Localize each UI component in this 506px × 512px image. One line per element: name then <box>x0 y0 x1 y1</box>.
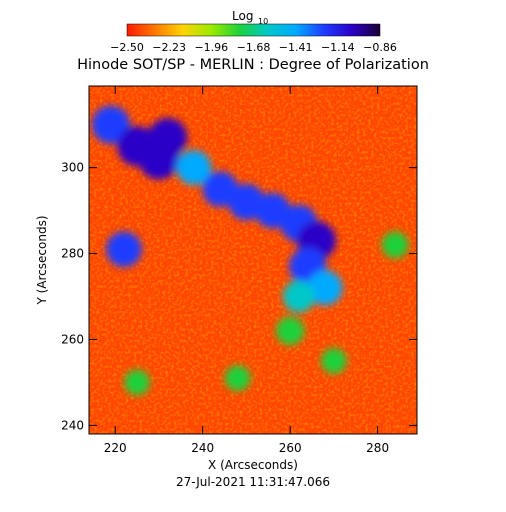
colorbar-label: Log <box>232 9 253 23</box>
heatmap-blob <box>91 105 130 144</box>
heatmap-blob <box>307 270 343 306</box>
y-tick-label: 260 <box>61 332 84 346</box>
heatmap-blob <box>282 280 315 313</box>
heatmap-blob <box>381 231 409 259</box>
heatmap-blob <box>321 348 347 374</box>
colorbar-tick-label: −2.23 <box>152 41 186 54</box>
plot-frame <box>88 85 418 435</box>
heatmap-area <box>89 86 417 434</box>
x-tick-label: 220 <box>104 441 127 455</box>
heatmap-regions <box>91 105 409 396</box>
x-tick-label: 260 <box>279 441 302 455</box>
colorbar-tick-label: −1.41 <box>279 41 313 54</box>
colorbar-tick-label: −1.14 <box>321 41 355 54</box>
y-axis-label: Y (Arcseconds) <box>35 215 49 305</box>
colorbar-gradient <box>126 23 381 37</box>
colorbar-tick-label: −0.86 <box>363 41 397 54</box>
x-axis-label: X (Arcseconds) <box>208 458 298 472</box>
colorbar-tick-labels: −2.50 −2.23 −1.96 −1.68 −1.41 −1.14 −0.86 <box>110 41 397 54</box>
heatmap-blob <box>106 231 142 268</box>
y-tick-label: 300 <box>61 161 84 175</box>
colorbar-tick-label: −2.50 <box>110 41 144 54</box>
timestamp: 27-Jul-2021 11:31:47.066 <box>176 475 330 489</box>
x-axis: 220 240 260 280 <box>104 86 389 455</box>
chart-title: Hinode SOT/SP - MERLIN : Degree of Polar… <box>77 57 429 73</box>
x-tick-label: 240 <box>191 441 214 455</box>
colorbar: Log 10 −2.50 −2.23 −1.96 −1.68 −1.41 −1.14 −0.… <box>110 9 397 54</box>
heatmap-blob <box>176 150 212 186</box>
x-tick-label: 280 <box>366 441 389 455</box>
y-tick-label: 280 <box>61 247 84 261</box>
y-axis: 240 260 280 300 <box>61 161 417 432</box>
y-tick-label: 240 <box>61 418 84 432</box>
colorbar-tick-label: −1.96 <box>194 41 228 54</box>
heatmap-blob <box>124 369 150 396</box>
heatmap-blob <box>275 316 305 346</box>
colorbar-tick-label: −1.68 <box>237 41 271 54</box>
heatmap-blob <box>148 117 188 158</box>
colorbar-label-sub: 10 <box>258 17 268 26</box>
heatmap-blob <box>224 365 251 391</box>
